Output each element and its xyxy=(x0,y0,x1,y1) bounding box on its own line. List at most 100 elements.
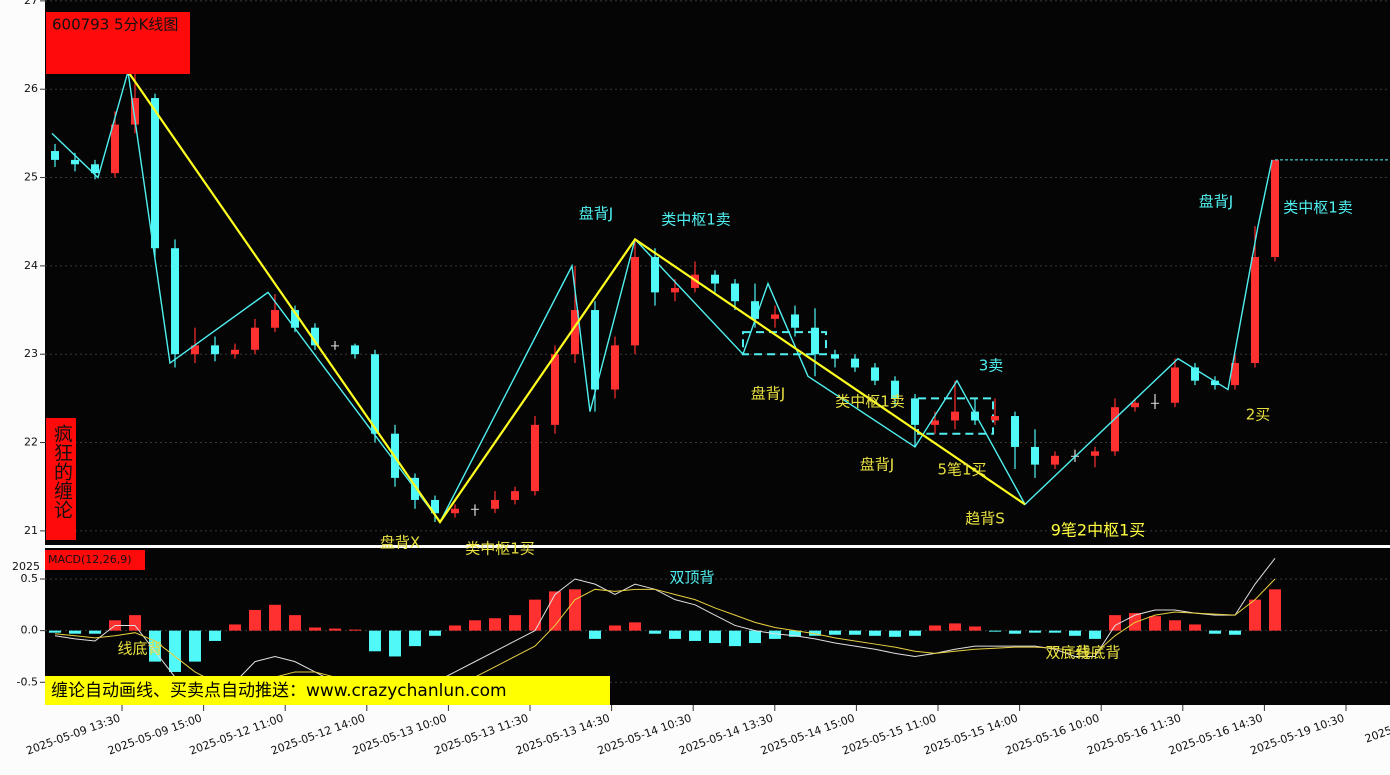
macd-bar xyxy=(129,615,141,631)
candle-body xyxy=(851,358,859,368)
dif-line xyxy=(54,558,1276,705)
candle-body xyxy=(671,287,679,293)
candle-body xyxy=(1171,367,1179,403)
macd-bar xyxy=(789,630,801,637)
macd-bar xyxy=(749,630,761,644)
candle-body xyxy=(1111,407,1119,452)
y-tick-label: 21 xyxy=(24,524,38,537)
macd-annotation: 线底背 xyxy=(117,640,162,658)
macd-bar xyxy=(729,630,741,647)
macd-bar xyxy=(1029,630,1041,633)
candle-body xyxy=(731,283,739,302)
macd-bar xyxy=(629,622,641,631)
candle-body xyxy=(971,411,979,421)
candle-body xyxy=(951,411,959,421)
macd-bar xyxy=(609,625,621,631)
main-panel xyxy=(45,0,1390,545)
candle-body xyxy=(151,98,159,249)
macd-bar xyxy=(1189,624,1201,631)
macd-plot xyxy=(45,558,1390,705)
y-tick-label: 25 xyxy=(24,171,38,184)
macd-bar xyxy=(429,630,441,636)
candle-body xyxy=(211,345,219,355)
candle-body xyxy=(811,327,819,355)
candle-body xyxy=(991,416,999,421)
macd-bar xyxy=(689,630,701,641)
candle-body xyxy=(751,301,759,319)
macd-bar xyxy=(469,620,481,631)
macd-bar xyxy=(249,609,261,631)
candle-body xyxy=(1271,159,1279,258)
macd-bar xyxy=(409,630,421,647)
chart-title: 600793 5分K线图 xyxy=(52,16,178,34)
candle-body xyxy=(471,508,479,510)
annotation: 盘背J xyxy=(579,205,613,223)
macd-bar xyxy=(889,630,901,637)
macd-bar xyxy=(589,630,601,639)
macd-bar xyxy=(449,625,461,631)
candle-body xyxy=(231,349,239,355)
macd-bar xyxy=(389,630,401,657)
candle-body xyxy=(431,499,439,514)
annotation: 类中枢1买 xyxy=(465,540,535,558)
macd-bar xyxy=(1169,620,1181,631)
zhongshu-box xyxy=(742,331,827,356)
candle-body xyxy=(1091,451,1099,456)
y-tick-label: 27 xyxy=(24,0,38,7)
candle-body xyxy=(651,257,659,293)
macd-bar xyxy=(1269,589,1281,631)
macd-bar xyxy=(69,630,81,634)
bi-line xyxy=(127,70,1026,524)
candle-body xyxy=(891,380,899,399)
candle-body xyxy=(831,354,839,359)
candle-body xyxy=(911,398,919,425)
y-tick-label: -0.5 xyxy=(17,675,38,688)
candle-body xyxy=(191,345,199,355)
candle-body xyxy=(171,248,179,355)
candle-body xyxy=(531,424,539,492)
candle-body xyxy=(71,159,79,165)
banner-box xyxy=(45,676,610,705)
macd-bar xyxy=(1229,630,1241,635)
macd-bar xyxy=(489,618,501,631)
macd-bar xyxy=(509,615,521,631)
candle-body xyxy=(111,124,119,174)
candle-body xyxy=(1131,402,1139,408)
y-tick-label: 26 xyxy=(24,82,38,95)
bi-line xyxy=(51,71,1273,524)
candle-body xyxy=(771,314,779,319)
candle-body xyxy=(311,327,319,346)
macd-bar xyxy=(189,630,201,662)
side-label: 疯狂的缠论 xyxy=(51,424,73,519)
x-tick-label: 2025-05-19 10:30 xyxy=(1248,711,1346,757)
annotation: 趋背S xyxy=(965,510,1005,528)
banner: 缠论自动画线、买卖点自动推送：www.crazychanlun.com xyxy=(51,681,507,701)
candle-body xyxy=(611,345,619,390)
macd-bar xyxy=(569,589,581,631)
y-tick-label: 22 xyxy=(24,436,38,449)
macd-bar xyxy=(849,630,861,635)
macd-bar xyxy=(1069,630,1081,636)
macd-bar xyxy=(1009,630,1021,634)
annotation: 9笔2中枢1买 xyxy=(1051,521,1146,540)
candle-body xyxy=(591,310,599,390)
macd-bar xyxy=(149,630,161,662)
macd-bar xyxy=(809,630,821,636)
candle-body xyxy=(451,508,459,514)
candle-body xyxy=(1051,455,1059,465)
macd-annotation: 线底背 xyxy=(1075,644,1120,662)
macd-bar xyxy=(369,630,381,652)
candle-body xyxy=(711,274,719,284)
macd-bar xyxy=(649,630,661,634)
macd-bar xyxy=(909,630,921,636)
candle-body xyxy=(1031,446,1039,465)
y-tick-label: 0.0 xyxy=(21,624,39,637)
candle-body xyxy=(131,98,139,125)
side-box xyxy=(46,418,76,540)
annotation: 类中枢1卖 xyxy=(1283,199,1353,217)
candle-body xyxy=(1231,363,1239,386)
y-tick-label: 24 xyxy=(24,259,38,272)
annotation: 盘背J xyxy=(1199,193,1233,211)
macd-bar xyxy=(209,630,221,641)
